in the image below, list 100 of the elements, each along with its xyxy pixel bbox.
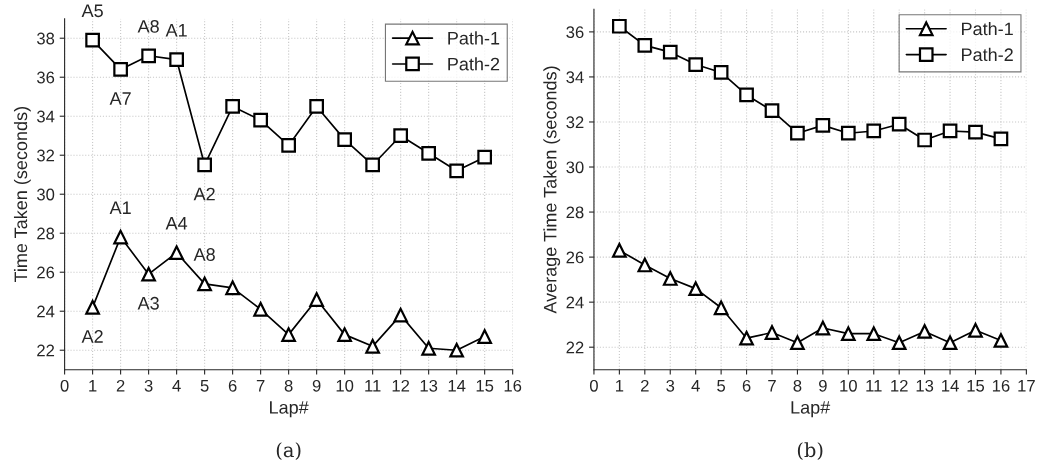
x-tick-label: 11 [365,380,381,392]
x-axis-title: Lap# [270,401,309,418]
x-axis-title: Lap# [791,401,831,418]
point [891,335,907,351]
point [739,330,754,346]
point [815,320,831,336]
annotation: A1 [109,201,131,214]
point [917,324,932,339]
point [449,342,465,358]
x-tick-label: 7 [256,380,265,392]
point [637,257,653,273]
point [662,271,678,286]
x-tick-label: 3 [144,379,153,392]
point [365,338,381,354]
point [840,125,856,141]
x-tick-label: 3 [666,379,675,392]
x-tick-label: 11 [866,380,882,392]
point [612,242,627,258]
point [477,329,493,344]
point [141,266,156,282]
x-tick-label: 12 [392,379,410,392]
x-tick-label: 4 [691,380,700,392]
annotation: A5 [81,4,103,18]
y-tick-label: 24 [37,305,55,318]
point [815,117,831,133]
point [688,57,704,72]
x-tick-label: 16 [504,379,522,392]
y-tick-label: 36 [36,71,55,84]
point [739,87,754,103]
x-tick-label: 9 [312,379,321,392]
point [942,123,958,139]
y-tick-label: 22 [37,344,55,357]
y-axis-title: Average Time Taken (seconds) [543,66,561,314]
x-tick-label: 8 [793,379,802,392]
x-tick-label: 16 [992,379,1010,392]
x-tick-label: 14 [942,380,959,392]
x-tick-label: 7 [768,380,776,392]
x-tick-label: 14 [448,380,466,392]
point [917,132,932,148]
point [85,299,100,315]
annotation: A1 [165,24,187,37]
y-tick-label: 30 [566,161,584,174]
point [790,125,805,141]
y-tick-label: 26 [37,266,55,279]
x-tick-label: 10 [336,379,354,392]
point [113,62,128,77]
legend-label: Path-2 [448,57,500,71]
point [169,245,184,261]
x-tick-label: 5 [200,380,209,392]
x-tick-label: 2 [641,379,649,392]
x-tick-label: 0 [589,379,598,392]
x-tick-label: 2 [116,379,125,392]
y-axis-title: Time Taken (seconds) [13,107,31,283]
point [281,138,296,153]
x-tick-label: 1 [89,380,97,392]
point [309,99,324,114]
point [612,18,627,34]
text: (a) [276,442,301,460]
y-tick-label: 28 [566,206,584,219]
point [169,52,184,68]
y-tick-label: 30 [36,188,55,201]
x-tick-label: 10 [840,379,857,392]
point [993,131,1009,147]
x-tick-label: 15 [476,380,494,392]
x-tick-label: 12 [891,379,908,392]
y-tick-label: 34 [566,71,584,84]
y-tick-label: 32 [566,116,584,129]
x-tick-label: 6 [742,379,751,392]
point [225,280,240,296]
y-tick-label: 34 [36,110,55,123]
point [197,276,212,292]
x-tick-label: 17 [1018,380,1035,392]
point [713,300,729,316]
x-tick-label: 8 [284,379,293,392]
x-tick-label: 5 [717,380,726,392]
y-tick-label: 28 [37,227,55,240]
point [421,145,437,161]
point [253,112,268,128]
point [942,335,958,351]
point [449,163,465,179]
annotation: A8 [193,248,215,261]
point [477,149,493,165]
point [688,281,704,296]
point [968,322,983,338]
point [421,340,437,356]
x-tick-label: 13 [916,379,934,392]
point [337,132,352,147]
y-tick-label: 24 [566,296,584,309]
point [891,116,907,132]
y-tick-label: 32 [36,149,55,162]
y-tick-label: 36 [566,26,584,39]
x-tick-label: 15 [967,380,985,392]
point [968,124,983,140]
legend-label: Path-1 [962,22,1013,36]
point [713,65,729,80]
point [141,48,156,64]
point [253,301,268,317]
point [337,327,352,342]
legend-label: Path-1 [448,31,500,45]
point [393,128,409,144]
